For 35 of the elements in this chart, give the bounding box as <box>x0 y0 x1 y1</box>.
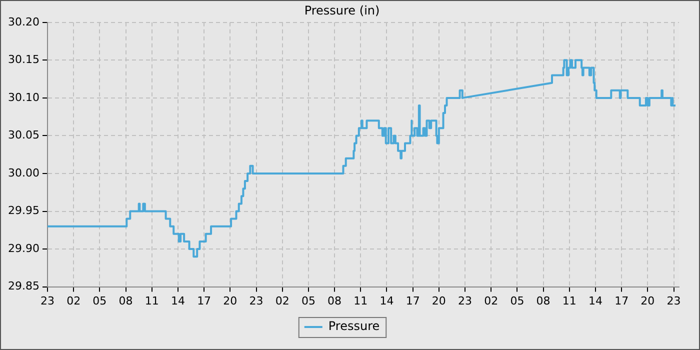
x-tick-label: 02 <box>484 294 498 308</box>
x-tick-label: 11 <box>562 294 576 308</box>
x-tick-label: 23 <box>666 294 681 308</box>
x-tick-label: 14 <box>380 294 394 308</box>
x-tick-label: 17 <box>197 294 212 308</box>
y-tick-label: 30.00 <box>8 166 40 180</box>
y-tick-label: 29.90 <box>8 242 40 255</box>
x-tick-label: 08 <box>118 294 133 308</box>
x-tick-label: 02 <box>66 294 81 308</box>
x-tick-label: 05 <box>510 294 524 308</box>
x-tick-label: 14 <box>170 294 185 308</box>
chart-title: Pressure (in) <box>304 3 380 18</box>
y-tick-label: 30.15 <box>8 53 40 66</box>
x-tick-label: 14 <box>588 294 602 308</box>
y-tick-label: 29.85 <box>8 280 40 293</box>
x-tick-label: 02 <box>275 294 290 308</box>
x-tick-label: 05 <box>301 294 316 308</box>
x-tick-label: 11 <box>144 294 159 308</box>
legend-label: Pressure <box>328 319 380 334</box>
x-tick-label: 23 <box>40 294 54 308</box>
y-tick-label: 30.05 <box>8 128 40 142</box>
y-tick-label: 29.95 <box>8 204 40 218</box>
x-tick-label: 05 <box>92 294 107 308</box>
x-tick-label: 20 <box>432 294 446 308</box>
x-tick-label: 17 <box>406 294 420 308</box>
x-tick-label: 20 <box>223 294 238 308</box>
x-tick-label: 20 <box>640 294 655 308</box>
x-tick-label: 17 <box>614 294 629 308</box>
x-tick-label: 23 <box>249 294 264 308</box>
x-tick-label: 08 <box>536 294 550 308</box>
x-tick-label: 08 <box>328 294 342 308</box>
y-tick-label: 30.20 <box>8 15 40 28</box>
x-tick-label: 23 <box>458 294 472 308</box>
y-tick-label: 30.10 <box>8 90 40 104</box>
x-tick-label: 11 <box>354 294 368 308</box>
